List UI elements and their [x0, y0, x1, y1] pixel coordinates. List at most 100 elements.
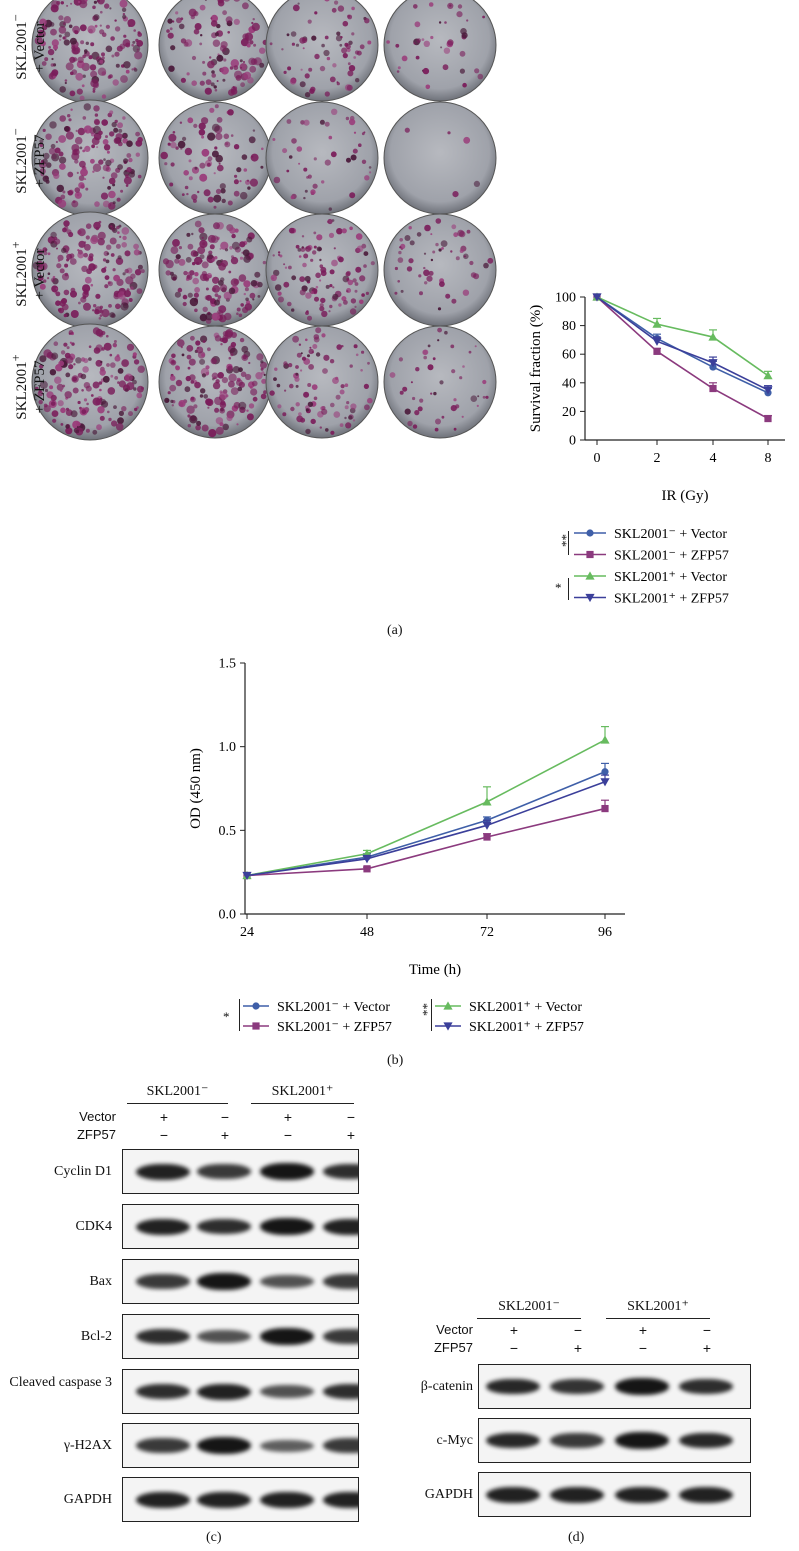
- significance-b-2: **: [416, 1003, 431, 1016]
- series-line: [596, 296, 769, 391]
- caption-d: (d): [568, 1530, 585, 1545]
- blot-band: [323, 1163, 358, 1180]
- blot-band: [323, 1491, 358, 1508]
- blot-band: [260, 1163, 314, 1180]
- data-point: [652, 319, 662, 328]
- series-line: [596, 296, 769, 394]
- blot-band: [486, 1486, 540, 1503]
- blot-band: [260, 1328, 314, 1345]
- legend-item: SKL2001⁺ + ZFP57: [435, 1020, 584, 1035]
- data-point: [601, 804, 609, 813]
- blot-band: [615, 1486, 669, 1503]
- blot-strip: [122, 1259, 359, 1304]
- legend-item: SKL2001⁻ + ZFP57: [574, 549, 729, 564]
- x-axis-label: IR (Gy): [661, 488, 708, 504]
- data-point: [482, 797, 492, 806]
- data-point: [363, 865, 371, 873]
- blot-band: [197, 1164, 251, 1179]
- y-axis-label: OD (450 nm): [188, 748, 204, 829]
- blot-strip: [122, 1423, 359, 1468]
- y-tick-label: 100: [555, 291, 576, 306]
- row-label-4: SKL2001+ + ZFP57: [9, 354, 48, 420]
- data-point: [709, 384, 717, 393]
- blot-band: [197, 1437, 251, 1454]
- data-point: [763, 371, 773, 380]
- series-line: [246, 781, 606, 877]
- control-label: ZFP57: [76, 1127, 116, 1142]
- series-2: [242, 725, 610, 880]
- data-point: [653, 347, 661, 355]
- significance-a-1: **: [555, 534, 570, 547]
- control-sign: +: [702, 1340, 712, 1356]
- x-tick-label: 48: [360, 925, 374, 940]
- colony-plate: [265, 213, 379, 327]
- legend-label: SKL2001⁺ + Vector: [614, 570, 727, 585]
- x-tick-label: 2: [654, 451, 661, 466]
- data-point: [242, 871, 252, 881]
- data-point: [601, 768, 609, 776]
- colony-plate: [31, 0, 149, 104]
- data-point: [362, 855, 372, 864]
- y-tick-label: 1.5: [219, 657, 237, 672]
- control-sign: +: [573, 1340, 583, 1356]
- group-header: SKL2001⁻: [498, 1299, 560, 1314]
- legend-item: SKL2001⁻ + Vector: [243, 1000, 390, 1015]
- colony-plate: [265, 325, 379, 439]
- blot-band: [615, 1432, 669, 1449]
- blot-band: [260, 1218, 314, 1235]
- blot-band: [486, 1432, 540, 1449]
- colony-plate: [158, 101, 272, 215]
- legend-item: SKL2001⁺ + Vector: [435, 1000, 582, 1015]
- legend-label: SKL2001⁺ + Vector: [469, 1000, 582, 1015]
- blot-band: [136, 1438, 190, 1453]
- blot-band: [323, 1274, 358, 1289]
- series-3: [242, 774, 610, 881]
- control-sign: −: [346, 1109, 356, 1125]
- blot-strip: [122, 1369, 359, 1414]
- blot-band: [197, 1491, 251, 1508]
- od-growth-chart: 0.0 0.5 1.0 1.5 24 48 72 96 Time (h) OD (450 nm): [188, 657, 625, 978]
- legend-label: SKL2001⁺ + ZFP57: [614, 592, 729, 607]
- blot-band: [323, 1383, 358, 1400]
- blot-band: [260, 1439, 314, 1452]
- legend-label: SKL2001⁺ + ZFP57: [469, 1020, 584, 1035]
- data-point: [652, 337, 662, 346]
- legend-label: SKL2001⁻ + Vector: [614, 527, 727, 542]
- significance-a-2: *: [555, 580, 562, 595]
- series-line: [596, 296, 769, 377]
- blot-strip: [122, 1204, 359, 1249]
- blot-label: c-Myc: [436, 1432, 473, 1448]
- colony-plate: [31, 323, 149, 441]
- colony-plate: [383, 101, 497, 215]
- control-sign: −: [159, 1127, 169, 1143]
- blot-band: [136, 1218, 190, 1235]
- series-line: [246, 807, 606, 877]
- control-sign: +: [509, 1322, 519, 1338]
- series-3: [592, 293, 773, 395]
- colony-plate: [383, 325, 497, 439]
- x-tick-label: 0: [594, 451, 601, 466]
- y-tick-label: 0: [569, 434, 576, 449]
- legend-item: SKL2001⁻ + Vector: [574, 527, 727, 542]
- control-sign: −: [283, 1127, 293, 1143]
- control-sign: +: [283, 1109, 293, 1125]
- colony-plate: [383, 0, 497, 102]
- data-point: [708, 332, 718, 341]
- blot-band: [550, 1433, 604, 1448]
- legend-label: SKL2001⁻ + Vector: [277, 1000, 390, 1015]
- blot-label: Bax: [89, 1273, 112, 1289]
- data-point: [764, 414, 772, 423]
- y-tick-label: 60: [562, 348, 576, 363]
- data-point: [592, 293, 602, 302]
- control-sign: −: [509, 1340, 519, 1356]
- y-axis-label: Survival fraction (%): [528, 305, 544, 432]
- blot-label: Bcl-2: [80, 1328, 112, 1344]
- blot-strip: [478, 1472, 751, 1517]
- group-underline: [127, 1103, 228, 1104]
- x-tick-label: 24: [240, 925, 254, 940]
- x-axis-label: Time (h): [409, 962, 461, 978]
- colony-plate: [158, 325, 272, 439]
- legend-item: SKL2001⁺ + Vector: [574, 570, 727, 585]
- legend-b: * ** SKL2001⁻ + Vector SKL2001⁻ + ZFP57 SK…: [215, 995, 615, 1037]
- legend-item: SKL2001⁻ + ZFP57: [243, 1020, 392, 1035]
